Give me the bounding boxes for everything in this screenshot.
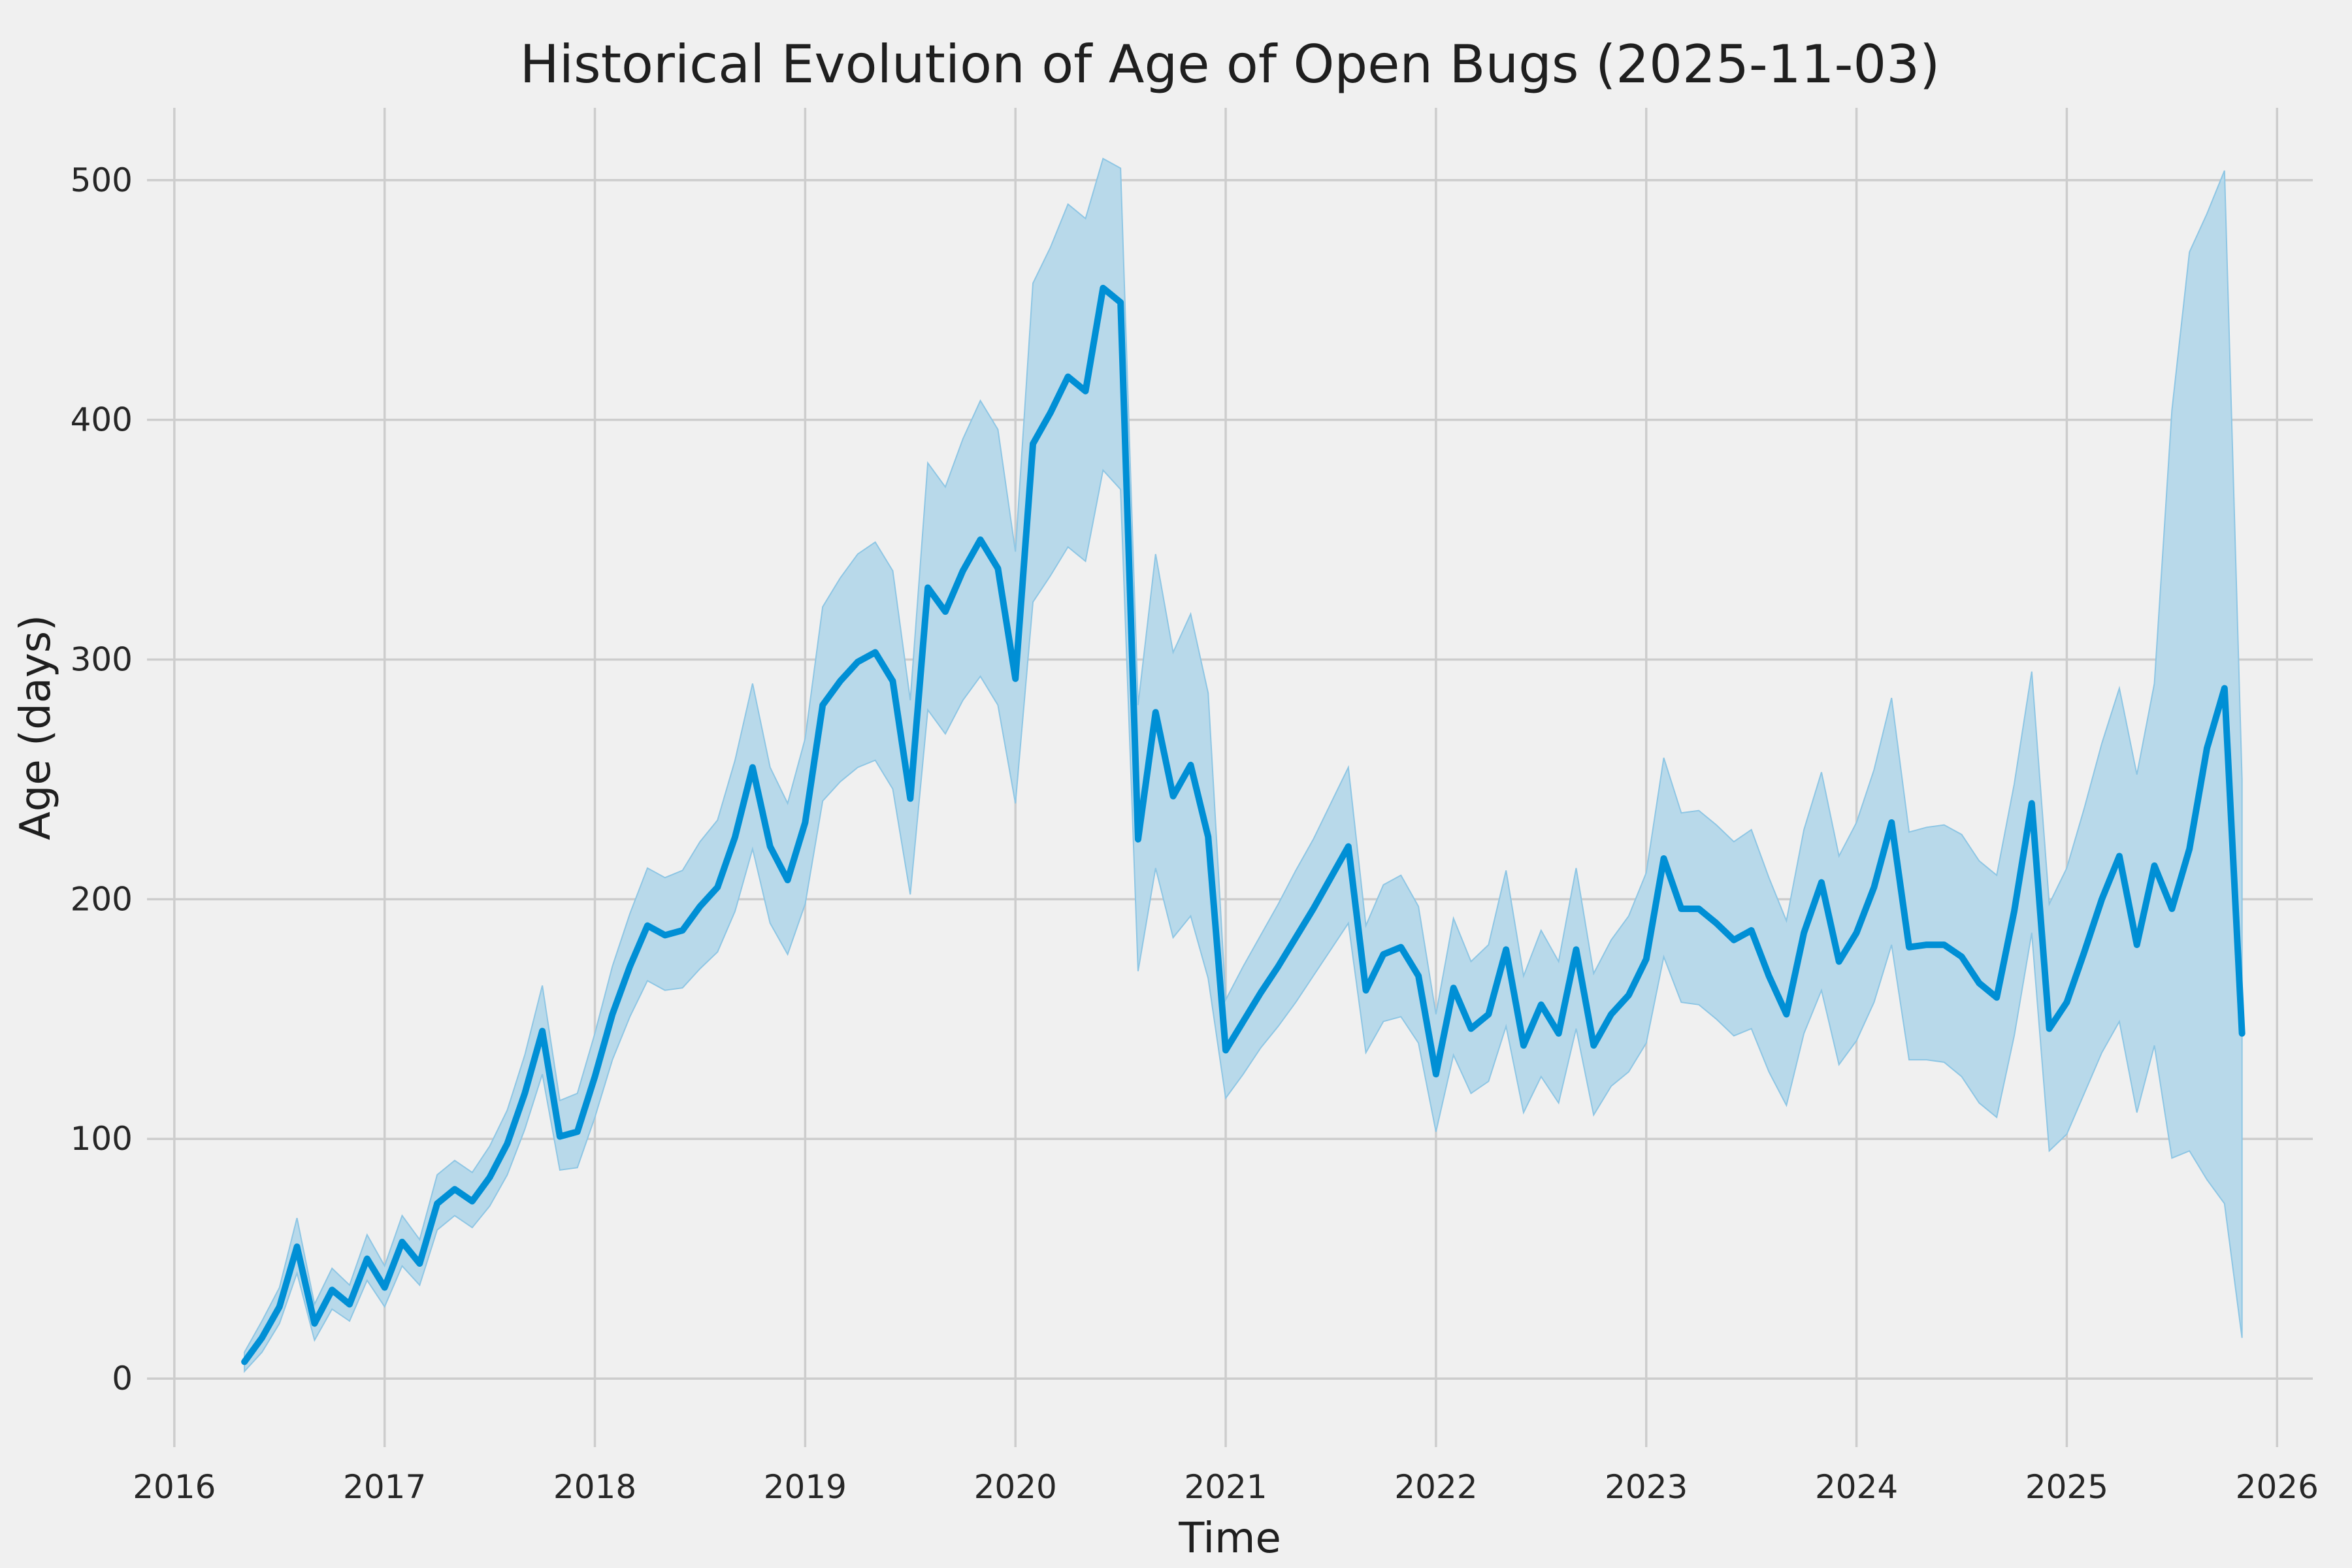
x-tick-label: 2022 — [1394, 1468, 1477, 1506]
data-line — [241, 284, 2246, 1365]
y-tick-label: 100 — [71, 1120, 133, 1158]
mean-line — [241, 284, 2246, 1365]
grid-lines — [147, 108, 2313, 1447]
x-tick-label: 2017 — [343, 1468, 426, 1506]
x-tick-label: 2023 — [1605, 1468, 1688, 1506]
y-tick-label: 200 — [71, 880, 133, 918]
x-tick-label: 2026 — [2236, 1468, 2319, 1506]
chart-title: Historical Evolution of Age of Open Bugs… — [519, 34, 1940, 95]
y-tick-label: 300 — [71, 641, 133, 679]
confidence-band — [244, 157, 2243, 1373]
y-axis-label: Age (days) — [12, 614, 60, 840]
x-tick-label: 2024 — [1815, 1468, 1898, 1506]
x-tick-label: 2018 — [553, 1468, 636, 1506]
x-tick-label: 2020 — [974, 1468, 1057, 1506]
y-tick-label: 400 — [71, 401, 133, 439]
confidence-band-area — [244, 157, 2243, 1373]
x-axis-label: Time — [1179, 1514, 1281, 1563]
x-tick-label: 2016 — [133, 1468, 216, 1506]
x-tick-label: 2021 — [1184, 1468, 1267, 1506]
x-tick-label: 2025 — [2025, 1468, 2108, 1506]
x-tick-label: 2019 — [764, 1468, 847, 1506]
y-tick-label: 0 — [112, 1360, 133, 1397]
y-axis-tick-labels: 0 100 200 300 400 500 — [71, 161, 133, 1397]
y-tick-label: 500 — [71, 161, 133, 199]
x-axis-tick-labels: 2016 2017 2018 2019 2020 2021 2022 2023 2024 2025… — [133, 1468, 2319, 1506]
